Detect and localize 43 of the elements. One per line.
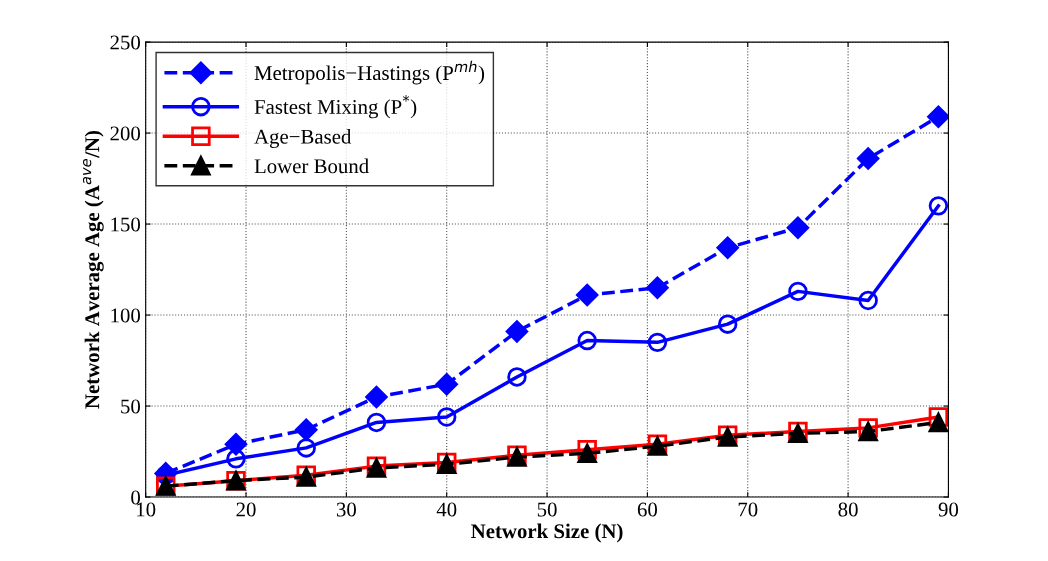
point (788, 281, 808, 302)
point (575, 283, 599, 307)
point (716, 236, 739, 259)
y-tick-label: 50 (121, 399, 141, 414)
x-tick-label: 80 (838, 502, 858, 517)
point (577, 330, 597, 351)
point (928, 407, 949, 427)
x-tick-label: 50 (537, 502, 557, 517)
point (858, 290, 878, 311)
legend-label: Age−Based (254, 129, 352, 149)
y-tick-label: 150 (111, 217, 141, 232)
y-axis-title: Network Average Age (A$^{ave}$/N) (82, 131, 104, 409)
x-tick-label: 20 (236, 502, 256, 517)
point (717, 314, 738, 334)
point (295, 418, 318, 441)
point (435, 373, 458, 396)
point (928, 412, 949, 433)
point (436, 407, 457, 427)
x-tick-label: 70 (738, 502, 758, 517)
y-tick-label: 100 (111, 308, 141, 323)
point (366, 412, 387, 433)
x-tick-label: 60 (637, 502, 658, 517)
point (507, 367, 527, 387)
legend-label: Metropolis−Hastings (P$^{mh}$) (254, 60, 485, 85)
x-tick-label: 40 (436, 502, 457, 517)
point (786, 216, 810, 239)
point (856, 147, 880, 170)
point (646, 276, 669, 299)
legend-label: Fastest Mixing (P$^{*}$) (254, 94, 417, 119)
point (365, 385, 388, 409)
point (296, 438, 316, 458)
legend-label: Lower Bound (254, 158, 369, 174)
point (928, 196, 949, 216)
point (505, 320, 529, 343)
y-tick-label: 200 (110, 126, 141, 141)
point (226, 449, 246, 469)
y-tick-label: 250 (110, 35, 141, 50)
x-axis-title: Network Size (N) (471, 523, 623, 543)
x-tick-label: 90 (938, 502, 959, 517)
point (647, 332, 668, 353)
point (224, 433, 248, 456)
point (927, 105, 949, 128)
x-tick-label: 30 (336, 502, 356, 517)
